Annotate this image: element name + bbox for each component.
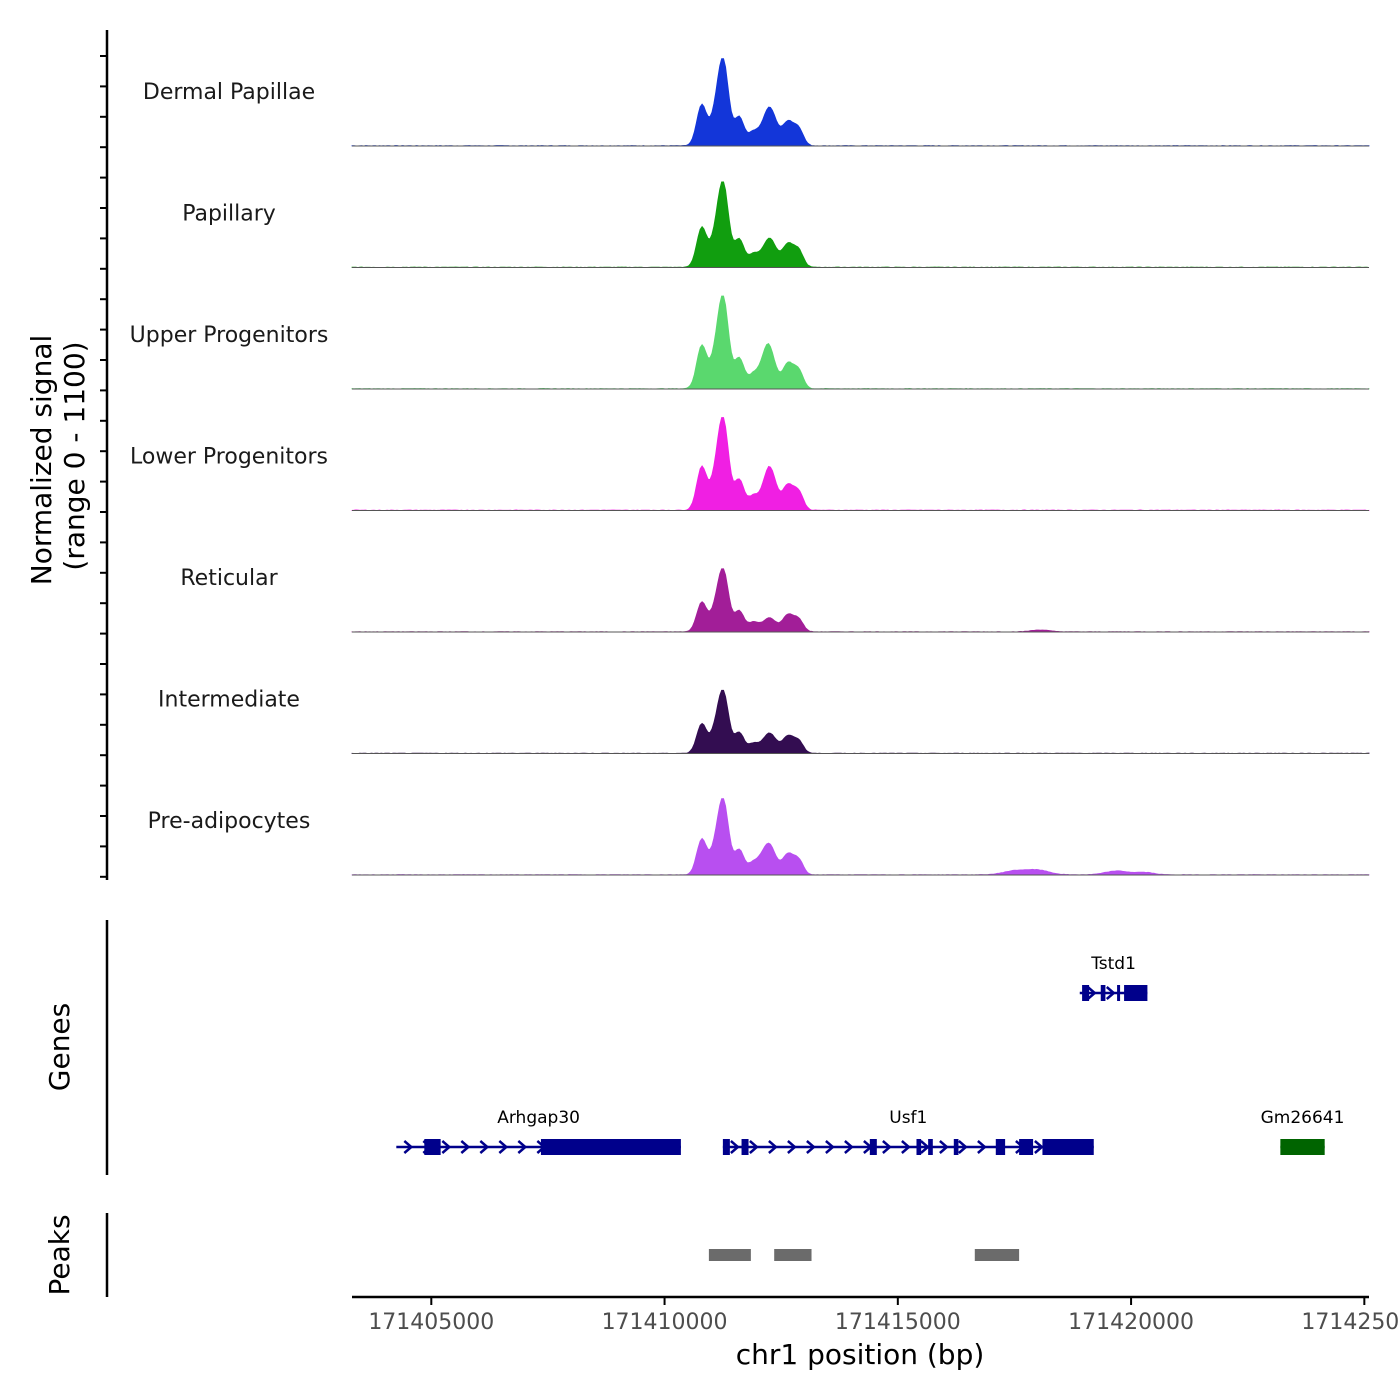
peak-region [774, 1249, 812, 1261]
strand-arrow [479, 1140, 490, 1154]
strand-arrow [901, 1140, 911, 1154]
gene: Usf1 [722, 1108, 1094, 1155]
coverage-track: Papillary [182, 181, 1370, 268]
coverage-track-label: Pre-adipocytes [148, 809, 311, 834]
strand-arrow [441, 1140, 452, 1154]
strand-arrow [977, 1140, 987, 1154]
coverage-area [351, 295, 1370, 390]
gene: Tstd1 [1079, 954, 1148, 1001]
gene-exon [540, 1139, 681, 1155]
coverage-area [351, 417, 1370, 511]
coverage-track: Dermal Papillae [143, 58, 1370, 147]
x-axis-tick-label: 171410000 [602, 1310, 728, 1335]
x-axis-tick-label: 171425000 [1301, 1310, 1400, 1335]
peaks-track-title: Peaks [43, 1214, 76, 1295]
x-axis: 171405000 171410000 171415000 171420000 1714… [352, 1295, 1400, 1335]
gene-exon [916, 1139, 922, 1155]
gene-exon [1100, 985, 1106, 1001]
coverage-area [351, 798, 1370, 876]
coverage-track-label: Lower Progenitors [130, 445, 328, 470]
strand-arrow [806, 1140, 816, 1154]
coverage-area [351, 689, 1370, 754]
coverage-track: Pre-adipocytes [148, 798, 1370, 876]
coverage-area [351, 568, 1370, 633]
gene-exon [1082, 985, 1090, 1001]
gene-exon [1042, 1139, 1094, 1155]
strand-arrow [768, 1140, 778, 1154]
gene-name-label: Arhgap30 [497, 1108, 580, 1128]
coverage-track: Lower Progenitors [130, 417, 1370, 511]
coverage-track-label: Upper Progenitors [130, 323, 329, 348]
gene-exon [1117, 985, 1121, 1001]
genes-track-title: Genes [43, 1003, 76, 1091]
coverage-track: Upper Progenitors [130, 295, 1370, 390]
strand-arrow [844, 1140, 854, 1154]
strand-arrow [882, 1140, 892, 1154]
gene: Gm26641 [1261, 1108, 1345, 1155]
gene-exon [995, 1139, 1006, 1155]
coverage-tracks: Dermal Papillae Papillary Upper Progenitor… [130, 58, 1370, 876]
strand-arrow [825, 1140, 835, 1154]
strand-arrow [749, 1140, 759, 1154]
gene-exon [1124, 985, 1148, 1001]
coverage-track-label: Intermediate [158, 688, 300, 713]
coverage-track-label: Dermal Papillae [143, 80, 315, 105]
strand-arrow [1086, 986, 1097, 1000]
strand-arrow [939, 1140, 949, 1154]
gene-exon [741, 1139, 749, 1155]
gene-name-label: Usf1 [889, 1108, 927, 1128]
gene-exon [722, 1139, 730, 1155]
strand-arrow [517, 1140, 528, 1154]
strand-arrow [1034, 1140, 1044, 1154]
strand-arrow [460, 1140, 471, 1154]
coverage-track: Intermediate [158, 688, 1370, 754]
coverage-track-label: Papillary [182, 202, 276, 227]
x-axis-title: chr1 position (bp) [736, 1338, 985, 1371]
coverage-track: Reticular [180, 566, 1370, 633]
x-axis-tick-label: 171405000 [368, 1310, 494, 1335]
strand-arrow [498, 1140, 509, 1154]
gene-exon [869, 1139, 877, 1155]
coverage-y-axis [100, 30, 109, 880]
gene-exon [928, 1139, 933, 1155]
strand-arrow [920, 1140, 930, 1154]
x-axis-tick-label: 171420000 [1068, 1310, 1194, 1335]
strand-arrow [403, 1140, 414, 1154]
y-axis-title-line2: (range 0 - 1100) [58, 341, 91, 570]
gene-exon [953, 1139, 959, 1155]
coverage-area [351, 58, 1370, 147]
gene-annotations: Tstd1 Arhgap30 Usf1 Gm26641 [396, 954, 1344, 1155]
peak-region [708, 1249, 751, 1261]
strand-arrow [1105, 986, 1116, 1000]
strand-arrow [730, 1140, 740, 1154]
x-axis-tick-label: 171415000 [835, 1310, 961, 1335]
strand-arrow [787, 1140, 797, 1154]
coverage-track-label: Reticular [180, 566, 278, 591]
gene: Arhgap30 [396, 1108, 681, 1155]
strand-arrow [958, 1140, 968, 1154]
gene-exon [424, 1139, 441, 1155]
gene-exon [1019, 1139, 1034, 1155]
y-axis-title-line1: Normalized signal [25, 335, 58, 586]
peak-region [974, 1249, 1020, 1261]
peak-regions [708, 1249, 1020, 1261]
coverage-area [351, 181, 1370, 268]
gene-name-label: Gm26641 [1261, 1108, 1345, 1128]
gene-exon [1280, 1139, 1325, 1155]
gene-name-label: Tstd1 [1090, 954, 1136, 974]
